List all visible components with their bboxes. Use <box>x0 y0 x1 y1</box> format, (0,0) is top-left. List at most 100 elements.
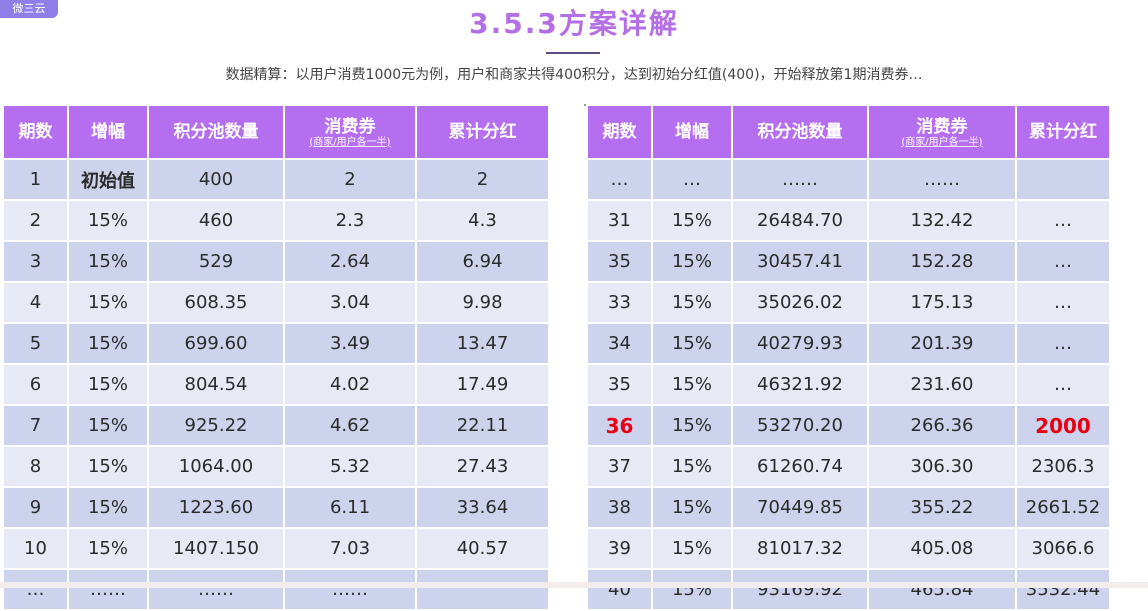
table-cell: 15% <box>653 406 731 445</box>
table-row: 39 15% 81017.32 405.08 3066.6 <box>588 529 1109 568</box>
table-cell: 804.54 <box>149 365 283 404</box>
table-cell: 33.64 <box>417 488 548 527</box>
table-cell: 15% <box>69 488 147 527</box>
table-cell: 93169.92 <box>733 570 867 609</box>
table-cell: 36 <box>588 406 651 445</box>
col-cumulative: 累计分红 <box>1017 106 1109 158</box>
table-row: 36 15% 53270.20 266.36 2000 <box>588 406 1109 445</box>
table-cell: …… <box>69 570 147 609</box>
table-cell: 13.47 <box>417 324 548 363</box>
table-cell: 8 <box>4 447 67 486</box>
table-cell: 3.04 <box>285 283 415 322</box>
table-cell: 15% <box>69 447 147 486</box>
table-cell: 5 <box>4 324 67 363</box>
col-growth: 增幅 <box>69 106 147 158</box>
table-row: 37 15% 61260.74 306.30 2306.3 <box>588 447 1109 486</box>
table-cell: 1 <box>4 160 67 199</box>
table-cell: 6 <box>4 365 67 404</box>
table-cell: 405.08 <box>869 529 1015 568</box>
table-cell: 15% <box>653 324 731 363</box>
table-row: 6 15% 804.54 4.02 17.49 <box>4 365 548 404</box>
table-cell: 35 <box>588 242 651 281</box>
table-header-row: 期数 增幅 积分池数量 消费券 (商家/用户各一半) 累计分红 <box>4 106 548 158</box>
table-cell: 15% <box>653 201 731 240</box>
table-cell: 35026.02 <box>733 283 867 322</box>
title-divider <box>546 52 600 54</box>
table-cell: 70449.85 <box>733 488 867 527</box>
table-cell: … <box>1017 283 1109 322</box>
table-cell: …… <box>285 570 415 609</box>
table-cell: 266.36 <box>869 406 1015 445</box>
table-cell: 17.49 <box>417 365 548 404</box>
dividend-table-right: 期数 增幅 积分池数量 消费券 (商家/用户各一半) 累计分红 ……………… 31 1… <box>586 104 1111 611</box>
table-cell: … <box>653 160 731 199</box>
table-cell: 1223.60 <box>149 488 283 527</box>
table-cell: 4 <box>4 283 67 322</box>
table-cell: 40279.93 <box>733 324 867 363</box>
table-cell: 15% <box>653 365 731 404</box>
table-cell: 1407.150 <box>149 529 283 568</box>
table-cell: 15% <box>653 447 731 486</box>
table-cell: 81017.32 <box>733 529 867 568</box>
table-cell: 608.35 <box>149 283 283 322</box>
table-cell: 38 <box>588 488 651 527</box>
page-subtitle: 数据精算：以用户消费1000元为例，用户和商家共得400积分，达到初始分红值(4… <box>225 67 923 83</box>
table-header-row: 期数 增幅 积分池数量 消费券 (商家/用户各一半) 累计分红 <box>588 106 1109 158</box>
separator-dot <box>584 104 586 106</box>
table-cell: 39 <box>588 529 651 568</box>
table-cell: 15% <box>653 283 731 322</box>
table-row: ………………… <box>4 570 548 609</box>
col-cumulative: 累计分红 <box>417 106 548 158</box>
table-cell: 2 <box>4 201 67 240</box>
table-cell: 2 <box>285 160 415 199</box>
table-cell: 46321.92 <box>733 365 867 404</box>
table-cell: 7 <box>4 406 67 445</box>
col-period: 期数 <box>588 106 651 158</box>
table-cell: 925.22 <box>149 406 283 445</box>
table-row: 38 15% 70449.85 355.22 2661.52 <box>588 488 1109 527</box>
table-cell: 699.60 <box>149 324 283 363</box>
table-cell: 355.22 <box>869 488 1015 527</box>
table-cell: 15% <box>69 283 147 322</box>
table-row: 5 15% 699.60 3.49 13.47 <box>4 324 548 363</box>
table-cell: 15% <box>653 570 731 609</box>
table-cell: 15% <box>653 488 731 527</box>
table-cell: …… <box>869 160 1015 199</box>
bottom-strip <box>0 582 1148 588</box>
table-row: 9 15% 1223.60 6.11 33.64 <box>4 488 548 527</box>
table-cell <box>417 570 548 609</box>
table-cell: 5.32 <box>285 447 415 486</box>
table-cell: 40.57 <box>417 529 548 568</box>
table-row: 1 初始值 400 2 2 <box>4 160 548 199</box>
table-cell: 10 <box>4 529 67 568</box>
table-row: 35 15% 46321.92 231.60… <box>588 365 1109 404</box>
table-cell: …… <box>733 160 867 199</box>
table-cell: 22.11 <box>417 406 548 445</box>
table-row: 33 15% 35026.02 175.13… <box>588 283 1109 322</box>
table-cell <box>1017 160 1109 199</box>
table-cell: 33 <box>588 283 651 322</box>
table-row: 35 15% 30457.41 152.28… <box>588 242 1109 281</box>
table-cell: 6.11 <box>285 488 415 527</box>
table-cell: 37 <box>588 447 651 486</box>
table-cell: 3532.44 <box>1017 570 1109 609</box>
table-cell: 132.42 <box>869 201 1015 240</box>
table-cell: 465.84 <box>869 570 1015 609</box>
table-cell: 9.98 <box>417 283 548 322</box>
table-cell: 4.62 <box>285 406 415 445</box>
table-row: 7 15% 925.22 4.62 22.11 <box>4 406 548 445</box>
table-row: ……………… <box>588 160 1109 199</box>
table-row: 4 15% 608.35 3.04 9.98 <box>4 283 548 322</box>
table-cell: …… <box>149 570 283 609</box>
table-cell: 53270.20 <box>733 406 867 445</box>
table-cell: 31 <box>588 201 651 240</box>
table-cell: 40 <box>588 570 651 609</box>
table-row: 34 15% 40279.93 201.39… <box>588 324 1109 363</box>
table-cell: 9 <box>4 488 67 527</box>
table-cell: 460 <box>149 201 283 240</box>
table-cell: 1064.00 <box>149 447 283 486</box>
table-cell: 15% <box>653 529 731 568</box>
table-cell: 7.03 <box>285 529 415 568</box>
table-cell: 15% <box>69 324 147 363</box>
table-row: 8 15% 1064.00 5.32 27.43 <box>4 447 548 486</box>
